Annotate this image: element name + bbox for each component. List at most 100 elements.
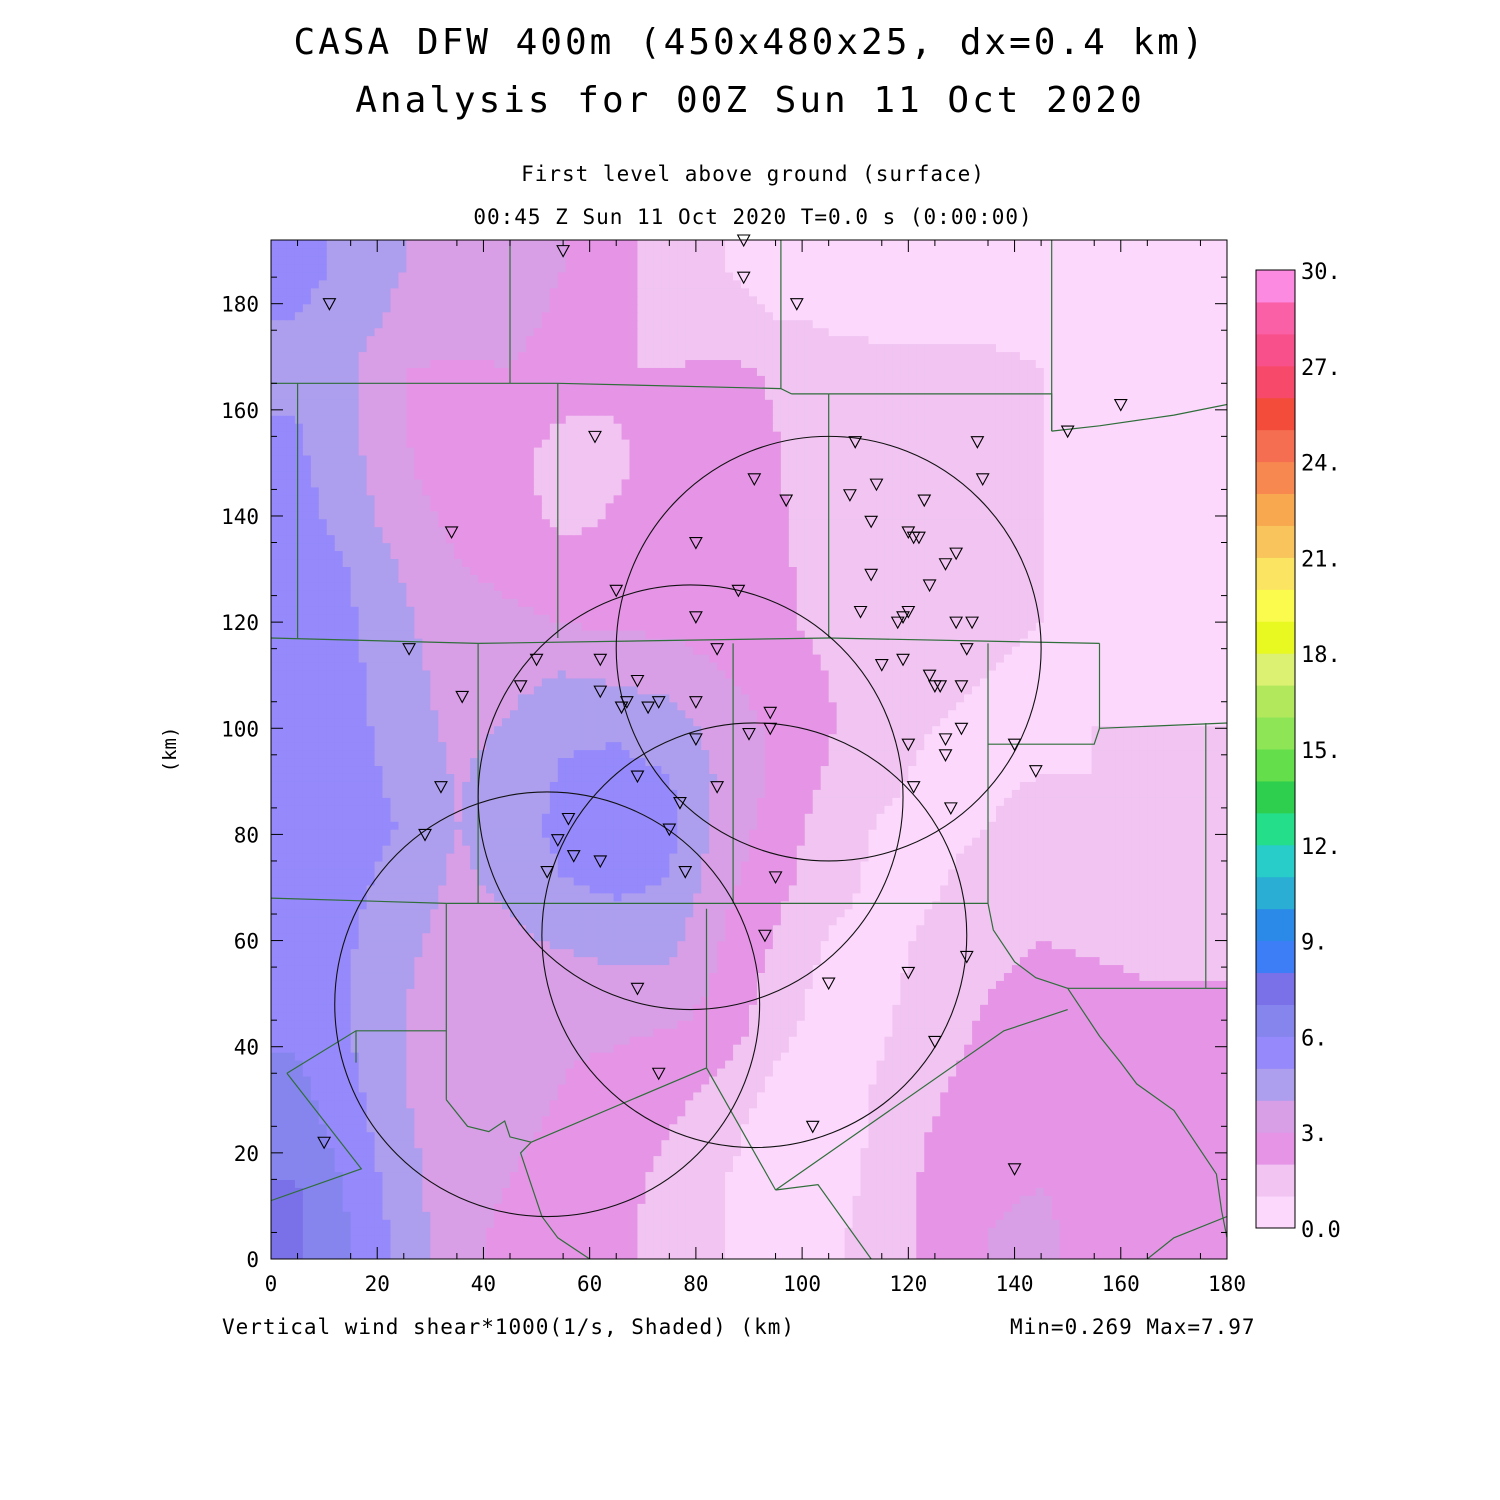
shade-cell bbox=[446, 1076, 455, 1085]
shade-cell bbox=[725, 1012, 734, 1021]
shade-cell bbox=[709, 1124, 718, 1133]
shade-cell bbox=[367, 1227, 376, 1236]
shade-cell bbox=[1076, 949, 1085, 958]
shade-cell bbox=[414, 1020, 423, 1029]
shade-cell bbox=[693, 1108, 702, 1117]
shade-cell bbox=[1092, 1132, 1101, 1141]
shade-cell bbox=[757, 1108, 766, 1117]
shade-cell bbox=[590, 1235, 599, 1244]
shade-cell bbox=[884, 1163, 893, 1172]
shade-cell bbox=[821, 1092, 830, 1101]
shade-cell bbox=[1147, 933, 1156, 942]
shade-cell bbox=[892, 1219, 901, 1228]
shade-cell bbox=[566, 956, 575, 965]
shade-cell bbox=[414, 1036, 423, 1045]
shade-cell bbox=[717, 988, 726, 997]
shade-cell bbox=[622, 1012, 631, 1021]
shade-cell bbox=[1219, 1084, 1228, 1093]
shade-cell bbox=[367, 1187, 376, 1196]
shade-cell bbox=[486, 1148, 495, 1157]
shade-cell bbox=[582, 1243, 591, 1252]
shade-cell bbox=[749, 1251, 758, 1260]
shade-cell bbox=[1092, 1179, 1101, 1188]
shade-cell bbox=[1131, 972, 1140, 981]
shade-cell bbox=[1131, 1132, 1140, 1141]
shade-cell bbox=[311, 1227, 320, 1236]
shade-cell bbox=[287, 1044, 296, 1053]
shade-cell bbox=[813, 933, 822, 942]
shade-cell bbox=[1203, 972, 1212, 981]
shade-cell bbox=[614, 941, 623, 950]
shade-cell bbox=[622, 1211, 631, 1220]
shade-cell bbox=[470, 1116, 479, 1125]
shade-cell bbox=[582, 1076, 591, 1085]
shade-cell bbox=[502, 1251, 511, 1260]
shade-cell bbox=[956, 1084, 965, 1093]
shade-cell bbox=[383, 1227, 392, 1236]
shade-cell bbox=[526, 949, 535, 958]
shade-cell bbox=[765, 1156, 774, 1165]
shade-cell bbox=[454, 1084, 463, 1093]
shade-cell bbox=[1100, 1068, 1109, 1077]
shade-cell bbox=[486, 1060, 495, 1069]
shade-cell bbox=[1060, 1060, 1069, 1069]
shade-cell bbox=[797, 941, 806, 950]
shade-cell bbox=[526, 1124, 535, 1133]
shade-cell bbox=[693, 1203, 702, 1212]
shade-cell bbox=[861, 1076, 870, 1085]
shade-cell bbox=[446, 1060, 455, 1069]
shade-cell bbox=[1076, 1068, 1085, 1077]
shade-cell bbox=[391, 1004, 400, 1013]
shade-cell bbox=[1020, 996, 1029, 1005]
shade-cell bbox=[414, 1060, 423, 1069]
shade-cell bbox=[837, 1052, 846, 1061]
shade-cell bbox=[1219, 1092, 1228, 1101]
shade-cell bbox=[637, 1052, 646, 1061]
shade-cell bbox=[438, 1092, 447, 1101]
shade-cell bbox=[940, 1084, 949, 1093]
shade-cell bbox=[1068, 1108, 1077, 1117]
shade-cell bbox=[383, 1036, 392, 1045]
shade-cell bbox=[1115, 933, 1124, 942]
shade-cell bbox=[996, 1060, 1005, 1069]
shade-cell bbox=[542, 1100, 551, 1109]
shade-cell bbox=[725, 941, 734, 950]
shade-cell bbox=[1052, 1235, 1061, 1244]
shade-cell bbox=[550, 1060, 559, 1069]
shade-cell bbox=[685, 925, 694, 934]
shade-cell bbox=[359, 1076, 368, 1085]
shade-cell bbox=[1084, 1203, 1093, 1212]
shade-cell bbox=[932, 980, 941, 989]
shade-cell bbox=[327, 1195, 336, 1204]
shade-cell bbox=[996, 1148, 1005, 1157]
shade-cell bbox=[956, 941, 965, 950]
shade-cell bbox=[805, 988, 814, 997]
shade-cell bbox=[821, 972, 830, 981]
shade-cell bbox=[414, 1179, 423, 1188]
shade-cell bbox=[582, 1140, 591, 1149]
shade-cell bbox=[924, 949, 933, 958]
shade-cell bbox=[414, 1243, 423, 1252]
shade-cell bbox=[980, 1084, 989, 1093]
shade-cell bbox=[518, 1116, 527, 1125]
shade-cell bbox=[1171, 1171, 1180, 1180]
shade-cell bbox=[630, 1124, 639, 1133]
shade-cell bbox=[454, 1044, 463, 1053]
shade-cell bbox=[1084, 1020, 1093, 1029]
shade-cell bbox=[789, 941, 798, 950]
shade-cell bbox=[279, 956, 288, 965]
shade-cell bbox=[709, 1028, 718, 1037]
shade-cell bbox=[1131, 1171, 1140, 1180]
shade-cell bbox=[335, 1243, 344, 1252]
shade-cell bbox=[1115, 1012, 1124, 1021]
shade-cell bbox=[1211, 1203, 1220, 1212]
shade-cell bbox=[1131, 1148, 1140, 1157]
shade-cell bbox=[853, 941, 862, 950]
shade-cell bbox=[1052, 1227, 1061, 1236]
shade-cell bbox=[972, 949, 981, 958]
shade-cell bbox=[725, 1243, 734, 1252]
shade-cell bbox=[391, 1235, 400, 1244]
shade-cell bbox=[789, 1004, 798, 1013]
shade-cell bbox=[494, 1092, 503, 1101]
shade-cell bbox=[741, 1163, 750, 1172]
